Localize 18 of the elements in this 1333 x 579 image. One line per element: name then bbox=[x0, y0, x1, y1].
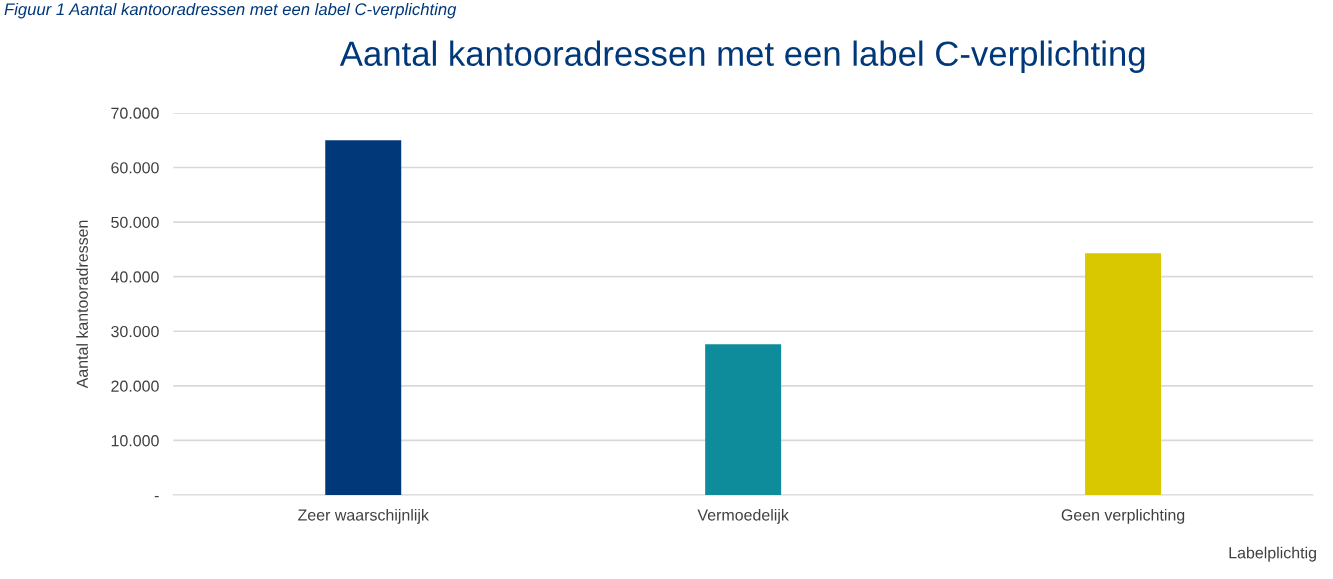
y-tick-label: 70.000 bbox=[111, 107, 159, 119]
x-tick-label: Geen verplichting bbox=[1061, 508, 1185, 524]
y-tick-label: 30.000 bbox=[111, 325, 159, 338]
y-tick-label: 40.000 bbox=[110, 271, 159, 283]
bar bbox=[325, 140, 402, 496]
y-tick-label: 10.000 bbox=[111, 435, 159, 447]
y-tick-label: 50.000 bbox=[111, 216, 159, 229]
x-tick-label: Zeer waarschijnlijk bbox=[298, 508, 429, 524]
y-axis-title: Aantal kantooradressen bbox=[76, 220, 88, 389]
bar bbox=[1085, 253, 1162, 496]
y-tick-label: 20.000 bbox=[111, 380, 159, 392]
x-tick-label: Vermoedelijk bbox=[697, 508, 789, 524]
x-axis-title: Labelplichtig bbox=[1229, 546, 1316, 562]
text: Figuur 1 Aantal kantooradressen met een label C-verplichting bbox=[4, 2, 457, 19]
bar bbox=[705, 344, 782, 496]
y-tick-label: - bbox=[154, 495, 159, 498]
chart-title: Aantal kantooradressen met een label C-verplichting bbox=[339, 40, 1145, 73]
y-tick-label: 60.000 bbox=[111, 162, 159, 174]
